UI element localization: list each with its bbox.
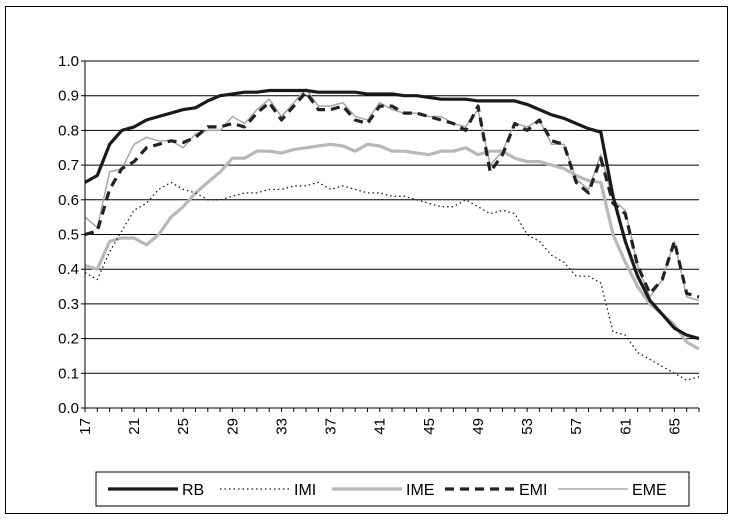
legend-label-ime: IME — [406, 482, 434, 499]
legend-label-emi: EMI — [519, 482, 547, 499]
x-tick-label: 49 — [470, 418, 487, 435]
y-tick-label: 0.1 — [58, 365, 79, 382]
x-tick-label: 25 — [175, 418, 192, 435]
x-tick-label: 57 — [568, 418, 585, 435]
axes — [81, 60, 700, 412]
x-axis-tick-labels: 17 21 25 29 33 37 41 45 49 53 57 61 65 — [77, 418, 683, 435]
y-tick-label: 0.2 — [58, 331, 79, 348]
y-tick-label: 0.5 — [58, 227, 79, 244]
y-tick-label: 0.7 — [58, 157, 79, 174]
x-tick-label: 53 — [519, 418, 536, 435]
series-line-emi — [84, 90, 700, 299]
y-tick-label: 0.9 — [58, 88, 79, 105]
series-line-ime — [84, 142, 700, 351]
x-tick-label: 29 — [224, 418, 241, 435]
series-line-rb — [84, 88, 700, 341]
series-line-imi — [84, 181, 700, 381]
y-tick-label: 0.3 — [58, 296, 79, 313]
x-tick-label: 17 — [77, 418, 94, 435]
chart-frame — [5, 6, 728, 514]
y-axis-tick-labels: 0.0 0.1 0.2 0.3 0.4 0.5 0.6 0.7 0.8 0.9 1.0 — [58, 53, 79, 417]
legend: RB IMI IME EMI EME — [95, 471, 690, 507]
legend-label-imi: IMI — [294, 482, 316, 499]
y-tick-label: 0.4 — [58, 261, 79, 278]
x-tick-label: 41 — [372, 418, 389, 435]
legend-label-rb: RB — [182, 482, 204, 499]
series-line-eme — [84, 88, 700, 302]
y-tick-label: 0.8 — [58, 122, 79, 139]
x-tick-label: 65 — [666, 418, 683, 435]
x-tick-label: 37 — [323, 418, 340, 435]
x-tick-label: 45 — [421, 418, 438, 435]
y-tick-label: 0.6 — [58, 192, 79, 209]
y-tick-label: 0.0 — [58, 400, 79, 417]
series-lines — [84, 88, 700, 381]
x-tick-label: 33 — [273, 418, 290, 435]
y-tick-label: 1.0 — [58, 53, 79, 70]
x-tick-label: 21 — [126, 418, 143, 435]
x-tick-label: 61 — [617, 418, 634, 435]
legend-label-eme: EME — [632, 482, 667, 499]
